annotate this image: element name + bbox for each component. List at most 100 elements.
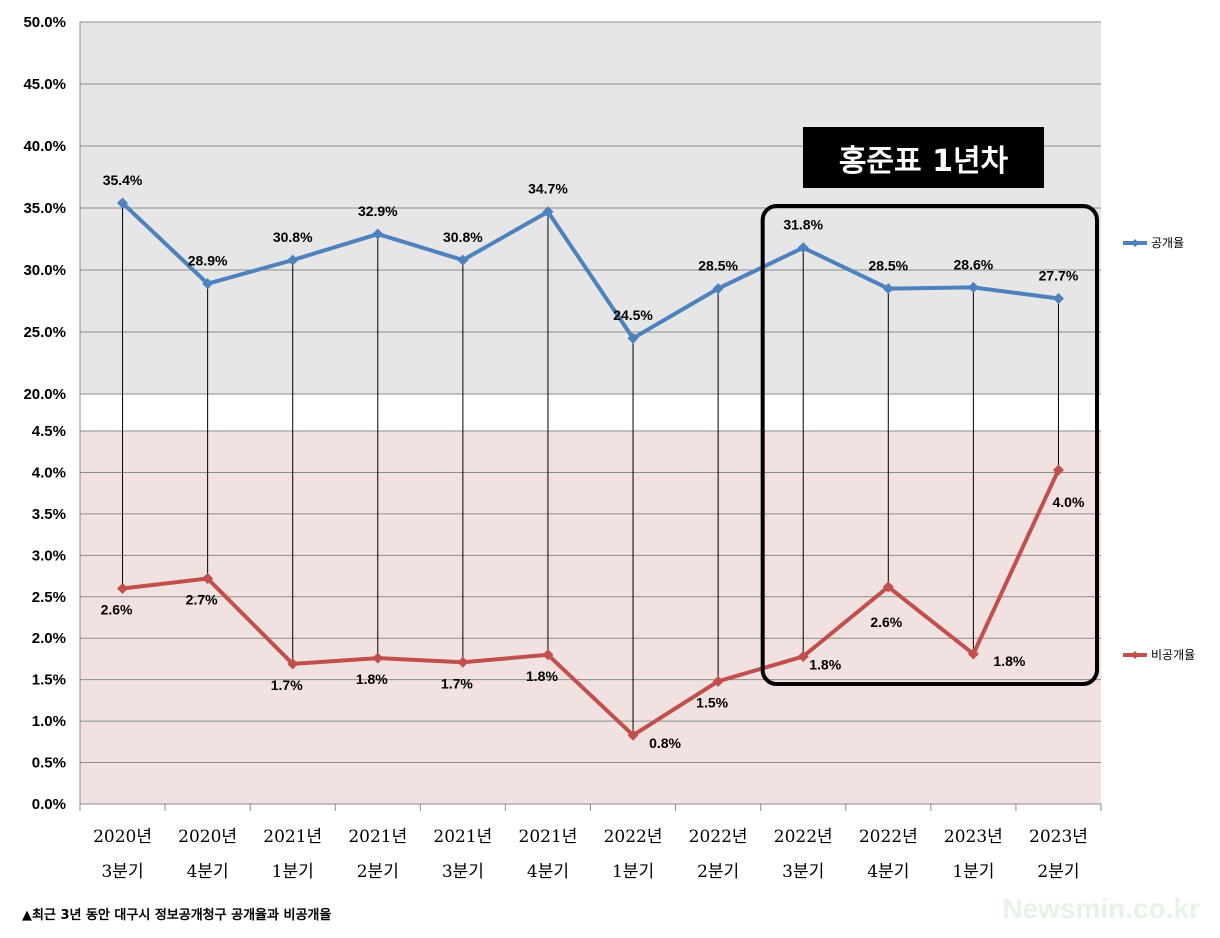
closed-rate-point <box>882 581 894 593</box>
closed-rate-point <box>967 648 979 660</box>
legend-label: 공개율 <box>1151 236 1184 250</box>
series-layer <box>117 197 1064 741</box>
chart-caption: ▲최근 3년 동안 대구시 정보공개청구 공개율과 비공개율 <box>22 908 332 923</box>
lower-y-tick-label: 1.5% <box>32 672 66 689</box>
lower-y-tick-label: 2.5% <box>32 589 66 606</box>
x-category-quarter: 4분기 <box>867 862 909 882</box>
x-category-year: 2022년 <box>859 827 918 847</box>
closed-rate-data-label: 1.8% <box>809 656 841 672</box>
open-rate-point <box>1052 293 1064 305</box>
lower-y-tick-label: 3.5% <box>32 506 66 523</box>
lower-y-tick-label: 1.0% <box>32 713 66 730</box>
x-category-year: 2021년 <box>433 827 492 847</box>
closed-rate-data-label: 2.7% <box>186 592 218 608</box>
drop-lines <box>122 203 1059 736</box>
open-rate-data-label: 28.5% <box>698 258 738 274</box>
x-category-year: 2022년 <box>774 827 833 847</box>
x-category-quarter: 3분기 <box>101 862 143 882</box>
x-category-year: 2021년 <box>348 827 407 847</box>
open-rate-data-label: 32.9% <box>358 203 398 219</box>
open-rate-point <box>542 206 554 218</box>
open-rate-point <box>627 332 639 344</box>
lower-y-tick-label: 2.0% <box>32 630 66 647</box>
x-category-year: 2021년 <box>263 827 322 847</box>
lower-panel <box>80 430 1101 805</box>
x-category-quarter: 3분기 <box>782 862 824 882</box>
open-rate-line <box>120 201 1061 341</box>
open-rate-data-label: 28.6% <box>954 256 994 272</box>
open-rate-data-label: 24.5% <box>613 307 653 323</box>
closed-rate-data-label: 0.8% <box>649 735 681 751</box>
closed-rate-data-label: 2.6% <box>101 601 133 617</box>
closed-rate-point <box>627 729 639 741</box>
closed-rate-point <box>287 658 299 670</box>
highlight-box <box>760 204 1100 686</box>
open-rate-point <box>202 278 214 290</box>
x-category-year: 2020년 <box>93 827 152 847</box>
x-category-quarter: 1분기 <box>952 862 994 882</box>
legend-label: 비공개율 <box>1151 648 1195 662</box>
x-category-quarter: 2분기 <box>1037 862 1079 882</box>
legend-marker <box>1131 651 1139 659</box>
x-category-quarter: 3분기 <box>442 862 484 882</box>
open-rate-data-label: 27.7% <box>1039 268 1079 284</box>
upper-y-tick-label: 50.0% <box>23 14 66 31</box>
closed-rate-data-label: 1.7% <box>271 677 303 693</box>
lower-y-tick-label: 0.5% <box>32 755 66 772</box>
x-category-quarter: 2분기 <box>697 862 739 882</box>
highlight-label: 홍준표 1년차 <box>803 127 1044 188</box>
open-rate-data-label: 31.8% <box>783 217 823 233</box>
open-rate-point <box>117 197 129 209</box>
closed-rate-data-label: 1.7% <box>441 675 473 691</box>
closed-rate-data-label: 4.0% <box>1052 494 1084 510</box>
x-category-year: 2021년 <box>519 827 578 847</box>
closed-rate-point <box>202 573 214 585</box>
closed-rate-point <box>1052 464 1064 476</box>
open-rate-data-label: 30.8% <box>273 229 313 245</box>
closed-rate-point <box>117 582 129 594</box>
x-category-year: 2023년 <box>1029 827 1088 847</box>
lower-y-tick-label: 4.5% <box>32 423 66 440</box>
lower-y-tick-label: 3.0% <box>32 547 66 564</box>
closed-rate-point <box>372 652 384 664</box>
closed-rate-data-label: 1.8% <box>526 668 558 684</box>
open-rate-data-label: 28.9% <box>188 253 228 269</box>
closed-rate-data-label: 1.8% <box>993 653 1025 669</box>
closed-rate-data-label: 1.8% <box>356 671 388 687</box>
x-category-quarter: 1분기 <box>272 862 314 882</box>
open-rate-data-label: 35.4% <box>103 172 143 188</box>
open-rate-point <box>797 242 809 254</box>
closed-rate-point <box>542 649 554 661</box>
closed-rate-line <box>120 467 1061 738</box>
x-category-quarter: 4분기 <box>187 862 229 882</box>
upper-y-tick-label: 45.0% <box>23 76 66 93</box>
open-rate-point <box>882 283 894 295</box>
upper-y-tick-label: 20.0% <box>23 386 66 403</box>
x-category-year: 2022년 <box>689 827 748 847</box>
lower-y-tick-label: 0.0% <box>32 796 66 813</box>
upper-y-tick-label: 25.0% <box>23 324 66 341</box>
data-labels: 35.4% 28.9% 30.8% 32.9% 30.8% 34.7% 24.5% 28.5%… <box>101 172 1085 751</box>
legend-marker <box>1131 239 1139 247</box>
closed-rate-point <box>457 656 469 668</box>
closed-rate-point <box>712 675 724 687</box>
open-rate-data-label: 28.5% <box>868 258 908 274</box>
open-rate-point <box>967 281 979 293</box>
open-rate-point <box>457 254 469 266</box>
upper-y-tick-label: 30.0% <box>23 262 66 279</box>
x-category-year: 2020년 <box>178 827 237 847</box>
highlight-rect <box>760 204 1100 686</box>
x-category-year: 2022년 <box>604 827 663 847</box>
x-category-quarter: 4분기 <box>527 862 569 882</box>
upper-y-tick-label: 35.0% <box>23 200 66 217</box>
closed-rate-data-label: 2.6% <box>870 614 902 630</box>
open-rate-data-label: 34.7% <box>528 181 568 197</box>
watermark: Newsmin.co.kr <box>1002 893 1200 924</box>
lower-y-tick-label: 4.0% <box>32 464 66 481</box>
upper-y-tick-label: 40.0% <box>23 138 66 155</box>
open-rate-point <box>372 228 384 240</box>
open-rate-data-label: 30.8% <box>443 229 483 245</box>
lower-plot-area <box>80 431 1101 804</box>
